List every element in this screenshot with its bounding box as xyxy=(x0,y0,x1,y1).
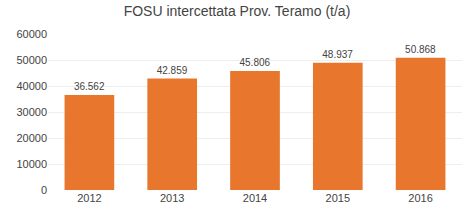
svg-text:2014: 2014 xyxy=(243,192,267,204)
svg-text:20000: 20000 xyxy=(16,132,47,144)
svg-text:40000: 40000 xyxy=(16,80,47,92)
svg-text:45.806: 45.806 xyxy=(239,57,270,68)
svg-text:2012: 2012 xyxy=(77,192,101,204)
svg-text:50.868: 50.868 xyxy=(405,44,436,55)
svg-text:2013: 2013 xyxy=(160,192,184,204)
svg-text:60000: 60000 xyxy=(16,28,47,40)
svg-text:2016: 2016 xyxy=(408,192,432,204)
svg-text:30000: 30000 xyxy=(16,106,47,118)
svg-text:48.937: 48.937 xyxy=(322,49,353,60)
svg-text:36.562: 36.562 xyxy=(74,81,105,92)
svg-text:0: 0 xyxy=(41,184,47,196)
svg-text:10000: 10000 xyxy=(16,158,47,170)
svg-text:2015: 2015 xyxy=(326,192,350,204)
svg-text:FOSU intercettata Prov. Teramo: FOSU intercettata Prov. Teramo (t/a) xyxy=(124,3,351,19)
svg-text:50000: 50000 xyxy=(16,54,47,66)
svg-text:42.859: 42.859 xyxy=(157,65,188,76)
